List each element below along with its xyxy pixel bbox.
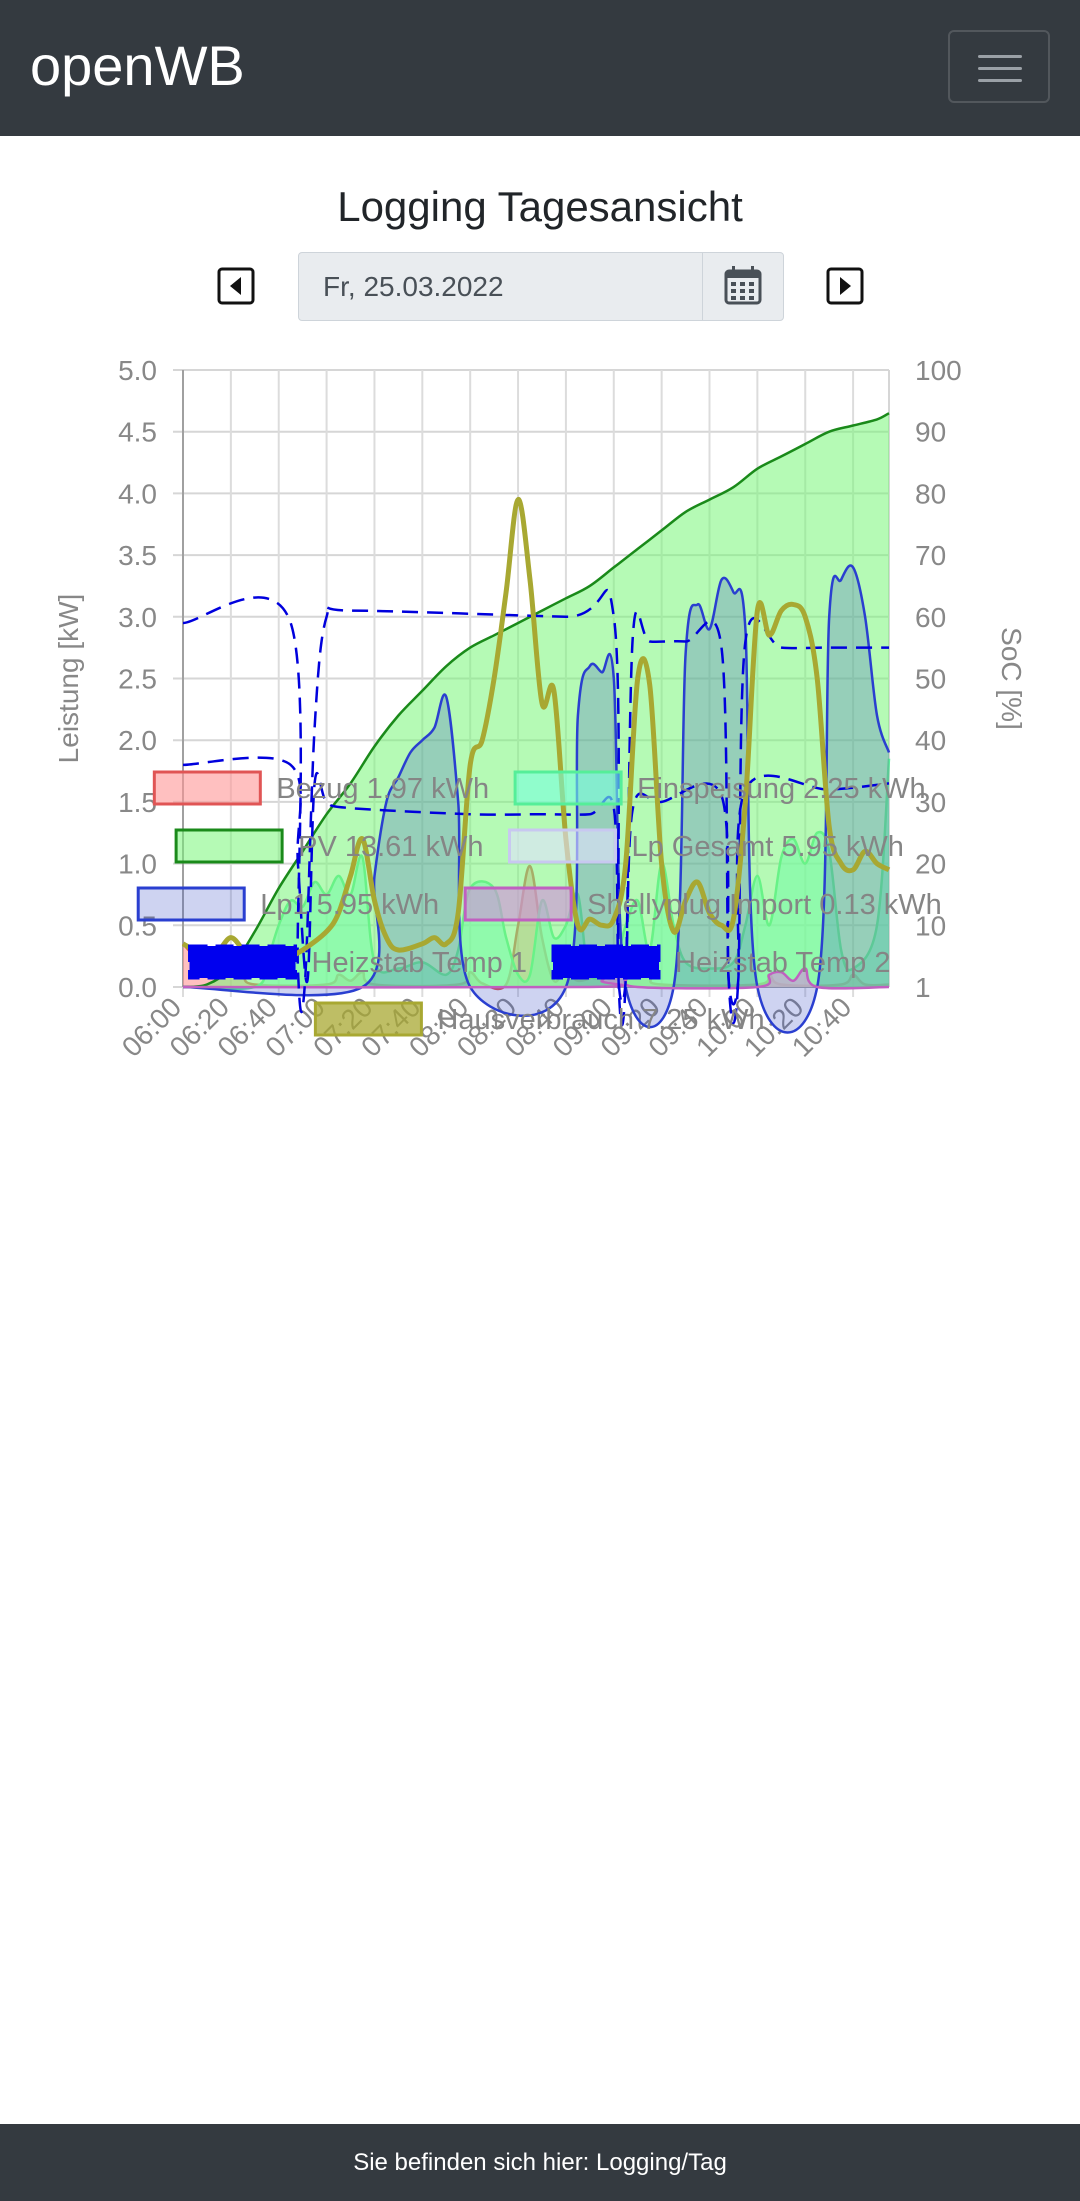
y-tick-label-right: 30: [915, 787, 946, 818]
caret-left-square-icon: [217, 267, 255, 305]
footer-breadcrumb: Sie befinden sich hier: Logging/Tag: [0, 2124, 1080, 2201]
legend-swatch-bezug: [152, 770, 262, 806]
hamburger-menu-icon-bar: [978, 67, 1022, 70]
y-tick-label-right: 50: [915, 664, 946, 695]
date-input[interactable]: [299, 253, 703, 320]
y-tick-label-right: 70: [915, 540, 946, 571]
menu-toggle-button[interactable]: [948, 30, 1050, 103]
legend-label-bezug: Bezug 1.97 kWh: [276, 773, 489, 805]
hamburger-menu-icon-bar: [978, 79, 1022, 82]
legend-label-einspeisung: Einspeisung 2.25 kWh: [637, 773, 926, 805]
y-tick-label-right: 90: [915, 417, 946, 448]
navbar: openWB: [0, 0, 1080, 136]
y-axis-title-left: Leistung [kW]: [53, 594, 84, 764]
y-tick-label-right: 40: [915, 725, 946, 756]
y-tick-label-right: 60: [915, 602, 946, 633]
logging-day-chart: 5.04.54.03.53.02.52.01.51.00.50.01009080…: [53, 355, 1027, 1063]
y-tick-label-left: 5.0: [118, 355, 157, 386]
chart-series: [181, 412, 891, 1034]
y-tick-label-left: 1.5: [118, 787, 157, 818]
y-tick-label-left: 2.5: [118, 664, 157, 695]
legend-label-heizstab: Heizstab Temp 1: [312, 947, 527, 979]
legend-label-shellyplug: Shellyplug Import 0.13 kWh: [587, 889, 942, 921]
y-tick-label-right: 20: [915, 849, 946, 880]
date-picker: [298, 252, 784, 321]
y-axis-title-right: SoC [%]: [996, 627, 1027, 730]
y-tick-label-left: 4.0: [118, 478, 157, 509]
y-tick-label-left: 3.5: [118, 540, 157, 571]
legend-swatch-einspeisung: [513, 770, 623, 806]
legend-swatch-heizstab: [188, 944, 298, 980]
legend-swatch-heizstab: [551, 944, 661, 980]
legend-swatch-shellyplug: [463, 886, 573, 922]
y-tick-label-left: 2.0: [118, 725, 157, 756]
next-day-button[interactable]: [825, 266, 865, 306]
legend-label-lp: Lp Gesamt 5.95 kWh: [631, 831, 903, 863]
calendar-icon: [724, 266, 762, 305]
legend-swatch-lp1: [136, 886, 246, 922]
y-tick-label-left: 1.0: [118, 849, 157, 880]
y-tick-label-right: 100: [915, 355, 962, 386]
y-tick-label-left: 0.0: [118, 972, 157, 1003]
series-line-shellyplug: [182, 967, 890, 990]
legend-label-hausverbrauch: Hausverbrauch 7.25 kWh: [437, 1004, 764, 1036]
legend-swatch-lp: [507, 828, 617, 864]
y-tick-label-right: 80: [915, 478, 946, 509]
series-line-heizstab: [182, 588, 889, 1027]
brand-logo[interactable]: openWB: [30, 34, 245, 97]
calendar-button[interactable]: [702, 253, 784, 320]
series-line-hausverbrauch: [181, 497, 891, 972]
legend-label-heizstab: Heizstab Temp 2: [675, 947, 890, 979]
legend-swatch-hausverbrauch: [313, 1001, 423, 1037]
legend-label-lp1: Lp1 5.95 kWh: [260, 889, 439, 921]
legend-label-pv: PV 13.61 kWh: [298, 831, 483, 863]
y-tick-label-left: 3.0: [118, 602, 157, 633]
previous-day-button[interactable]: [216, 266, 256, 306]
legend-swatch-pv: [174, 828, 284, 864]
page-title: Logging Tagesansicht: [337, 183, 743, 230]
y-tick-label-right: 1: [915, 972, 931, 1003]
hamburger-menu-icon: [978, 55, 1022, 58]
caret-right-square-icon: [826, 267, 864, 305]
series-line-pv: [182, 412, 890, 989]
y-tick-label-right: 10: [915, 910, 946, 941]
chart-legend: Bezug 1.97 kWh Einspeisung 2.25 kWh PV 13.…: [136, 770, 942, 1037]
y-tick-label-left: 4.5: [118, 417, 157, 448]
series-line-heizstab: [182, 756, 890, 1006]
